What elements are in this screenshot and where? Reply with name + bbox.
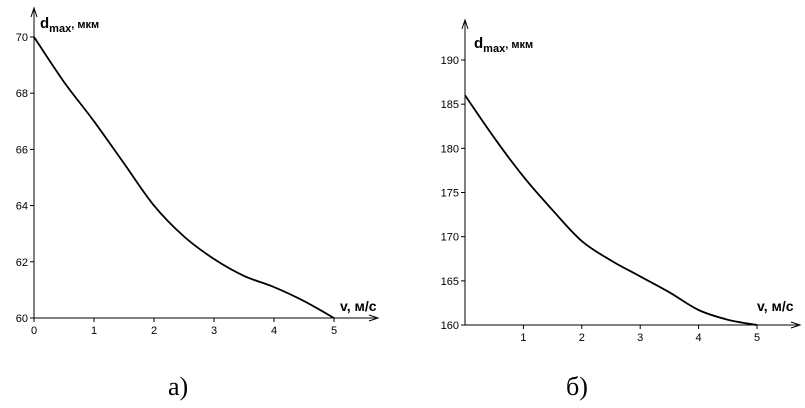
y-tick-label-a: 62 bbox=[16, 257, 28, 269]
x-axis-title-b: v, м/с bbox=[757, 298, 794, 314]
y-tick-label-b: 170 bbox=[441, 232, 459, 244]
y-axis-title-a: dmax, мкм bbox=[40, 15, 99, 35]
y-axis-title-b: dmax, мкм bbox=[474, 35, 533, 55]
y-tick-label-b: 190 bbox=[441, 55, 459, 67]
x-tick-label-a: 0 bbox=[31, 325, 37, 337]
x-tick-label-b: 4 bbox=[696, 332, 702, 344]
y-axis-title-unit-a: , мкм bbox=[71, 19, 99, 31]
x-tick-label-a: 5 bbox=[331, 325, 337, 337]
y-tick-label-b: 175 bbox=[441, 188, 459, 200]
x-axis-arrow-a bbox=[368, 314, 380, 322]
data-line-a bbox=[33, 36, 335, 319]
y-tick-label-b: 160 bbox=[441, 320, 459, 332]
caption-a: а) bbox=[168, 372, 188, 401]
y-tick-label-a: 68 bbox=[16, 88, 28, 100]
chart-b: dmax, мкм v, м/с б) 160 165 170 175 180 185 19… bbox=[441, 18, 802, 401]
y-axis-title-unit-b: , мкм bbox=[505, 39, 533, 51]
caption-b: б) bbox=[566, 372, 588, 401]
y-axis-title-sub-a: max bbox=[49, 23, 72, 35]
y-tick-label-b: 185 bbox=[441, 99, 459, 111]
y-tick-label-b: 165 bbox=[441, 276, 459, 288]
y-tick-label-a: 60 bbox=[16, 313, 28, 325]
x-tick-label-b: 1 bbox=[520, 332, 526, 344]
svg-text:dmax, мкм: dmax, мкм bbox=[40, 15, 99, 35]
x-tick-label-a: 3 bbox=[211, 325, 217, 337]
y-tick-label-b: 180 bbox=[441, 143, 459, 155]
x-tick-label-a: 2 bbox=[151, 325, 157, 337]
x-tick-label-b: 3 bbox=[637, 332, 643, 344]
x-axis-arrow-b bbox=[790, 321, 802, 329]
y-tick-label-a: 70 bbox=[16, 32, 28, 44]
y-axis-title-sub-b: max bbox=[483, 43, 506, 55]
y-axis-arrow-a bbox=[30, 6, 38, 18]
x-tick-label-a: 4 bbox=[271, 325, 277, 337]
x-tick-label-b: 5 bbox=[754, 332, 760, 344]
x-axis-title-a: v, м/с bbox=[340, 298, 377, 314]
y-axis-arrow-b bbox=[461, 18, 469, 30]
data-line-b bbox=[464, 94, 758, 326]
x-tick-label-a: 1 bbox=[91, 325, 97, 337]
svg-text:dmax, мкм: dmax, мкм bbox=[474, 35, 533, 55]
y-tick-label-a: 64 bbox=[16, 201, 28, 213]
y-axis-title-main-a: d bbox=[40, 15, 49, 32]
chart-a: dmax, мкм v, м/с а) 60 62 64 66 68 70 0 1 2 3 4 5 bbox=[16, 6, 380, 401]
x-tick-label-b: 2 bbox=[579, 332, 585, 344]
y-tick-label-a: 66 bbox=[16, 144, 28, 156]
y-axis-title-main-b: d bbox=[474, 35, 483, 52]
